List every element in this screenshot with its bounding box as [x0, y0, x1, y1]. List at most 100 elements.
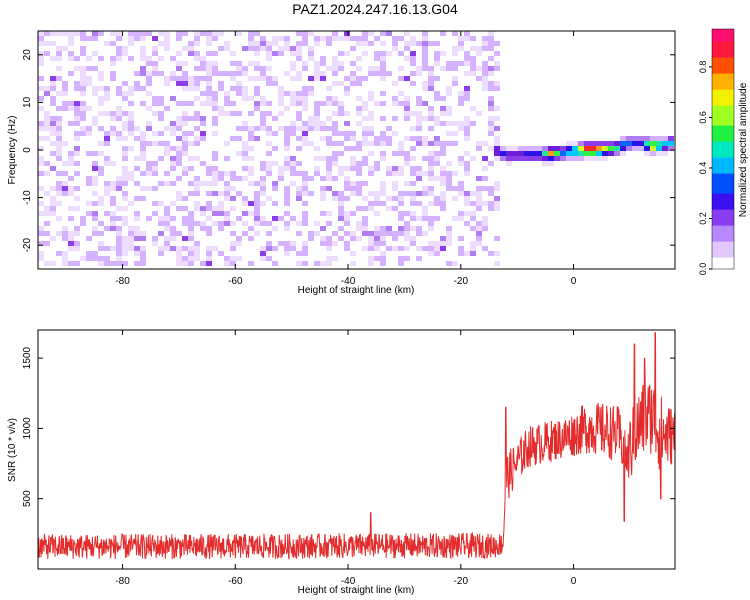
spectrogram-cell	[254, 91, 260, 96]
spectrogram-cell	[374, 56, 380, 61]
spectrogram-cell	[344, 51, 350, 56]
spectrogram-cell	[92, 226, 98, 231]
spectrogram-cell	[416, 116, 422, 121]
spectrogram-cell	[482, 201, 488, 206]
spectrogram-cell	[260, 111, 266, 116]
spectrogram-cell	[428, 111, 434, 116]
spectrogram-cell	[464, 151, 470, 156]
x-tick-label: -20	[454, 276, 469, 287]
spectrogram-cell	[410, 61, 416, 66]
spectrogram-cell	[524, 146, 530, 151]
spectrogram-cell	[386, 141, 392, 146]
spectrogram-cell	[170, 121, 176, 126]
spectrogram-cell	[128, 111, 134, 116]
colorbar-segment	[712, 145, 734, 150]
spectrogram-cell	[44, 111, 50, 116]
spectrogram-cell	[122, 206, 128, 211]
spectrogram-cell	[344, 166, 350, 171]
spectrogram-cell	[146, 56, 152, 61]
spectrogram-cell	[206, 181, 212, 186]
spectrogram-cell	[410, 51, 416, 56]
spectrogram-cell	[644, 136, 650, 141]
spectrogram-cell	[152, 51, 158, 56]
spectrogram-cell	[68, 56, 74, 61]
spectrogram-cell	[188, 86, 194, 91]
spectrogram-cell	[254, 191, 260, 196]
spectrogram-cell	[410, 201, 416, 206]
spectrogram-cell	[602, 156, 608, 161]
spectrogram-cell	[254, 231, 260, 236]
spectrogram-cell	[296, 251, 302, 256]
spectrogram-cell	[68, 206, 74, 211]
spectrogram-cell	[182, 236, 188, 241]
spectrogram-cell	[284, 126, 290, 131]
spectrogram-cell	[242, 221, 248, 226]
spectrogram-cell	[272, 51, 278, 56]
spectrogram-cell	[176, 101, 182, 106]
spectrogram-cell	[344, 221, 350, 226]
colorbar-segment	[712, 133, 734, 138]
spectrogram-cell	[50, 151, 56, 156]
spectrogram-cell	[560, 156, 566, 161]
spectrogram-cell	[44, 161, 50, 166]
spectrogram-cell	[62, 141, 68, 146]
spectrogram-cell	[446, 231, 452, 236]
spectrogram-cell	[128, 91, 134, 96]
spectrogram-cell	[494, 146, 500, 151]
spectrogram-cell	[332, 156, 338, 161]
spectrogram-cell	[68, 71, 74, 76]
spectrogram-cell	[182, 171, 188, 176]
spectrogram-cell	[68, 261, 74, 266]
spectrogram-cell	[494, 151, 500, 156]
spectrogram-cell	[272, 131, 278, 136]
spectrogram-cell	[446, 181, 452, 186]
spectrogram-cell	[104, 246, 110, 251]
spectrogram-cell	[248, 131, 254, 136]
spectrogram-cell	[290, 101, 296, 106]
spectrogram-cell	[92, 66, 98, 71]
spectrogram-cell	[476, 236, 482, 241]
spectrogram-cell	[146, 61, 152, 66]
spectrogram-cell	[398, 231, 404, 236]
spectrogram-cell	[182, 246, 188, 251]
spectrogram-cell	[344, 146, 350, 151]
spectrogram-cell	[440, 236, 446, 241]
spectrogram-cell	[134, 216, 140, 221]
spectrogram-cell	[164, 211, 170, 216]
spectrogram-cell	[68, 176, 74, 181]
spectrogram-cell	[248, 76, 254, 81]
spectrogram-cell	[86, 66, 92, 71]
spectrogram-cell	[488, 126, 494, 131]
spectrogram-cell	[446, 121, 452, 126]
spectrogram-cell	[320, 211, 326, 216]
spectrogram-cell	[104, 186, 110, 191]
spectrogram-cell	[164, 241, 170, 246]
spectrogram-cell	[194, 51, 200, 56]
spectrogram-cell	[146, 166, 152, 171]
spectrogram-cell	[266, 51, 272, 56]
spectrogram-cell	[284, 156, 290, 161]
spectrogram-cell	[356, 166, 362, 171]
spectrogram-cell	[44, 241, 50, 246]
spectrogram-cell	[428, 86, 434, 91]
spectrogram-cell	[392, 151, 398, 156]
colorbar-tick-label: 0.0	[698, 263, 708, 276]
spectrogram-cell	[404, 151, 410, 156]
spectrogram-cell	[272, 146, 278, 151]
spectrogram-cell	[260, 186, 266, 191]
spectrogram-cell	[266, 111, 272, 116]
spectrogram-cell	[350, 251, 356, 256]
spectrogram-cell	[164, 36, 170, 41]
spectrogram-cell	[296, 231, 302, 236]
colorbar-segment	[712, 129, 734, 134]
spectrogram-cell	[464, 196, 470, 201]
colorbar-gradient	[712, 29, 734, 270]
spectrogram-cell	[338, 236, 344, 241]
spectrogram-cell	[134, 196, 140, 201]
spectrogram-cell	[62, 256, 68, 261]
spectrogram-cell	[242, 121, 248, 126]
spectrogram-cell	[206, 91, 212, 96]
spectrogram-cell	[326, 86, 332, 91]
spectrogram-cell	[380, 76, 386, 81]
spectrogram-cell	[566, 151, 572, 156]
